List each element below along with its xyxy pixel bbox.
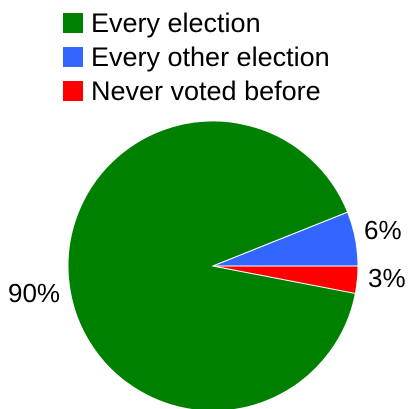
legend-swatch-0 — [63, 13, 83, 33]
pie-slices — [67, 120, 359, 409]
legend-swatch-1 — [63, 47, 83, 67]
legend-label-1: Every other election — [91, 42, 330, 72]
slice-labels: 90% 6% 3% — [8, 215, 406, 308]
legend-label-2: Never voted before — [91, 76, 321, 106]
legend-label-0: Every election — [91, 8, 261, 38]
slice-value-label-1: 6% — [364, 215, 402, 245]
legend-swatch-2 — [63, 81, 83, 101]
legend: Every election Every other election Never … — [63, 8, 330, 106]
slice-value-label-0: 90% — [8, 278, 60, 308]
slice-value-label-2: 3% — [368, 263, 406, 293]
pie-slice-0 — [67, 120, 356, 409]
pie-slice-2 — [212, 265, 359, 295]
